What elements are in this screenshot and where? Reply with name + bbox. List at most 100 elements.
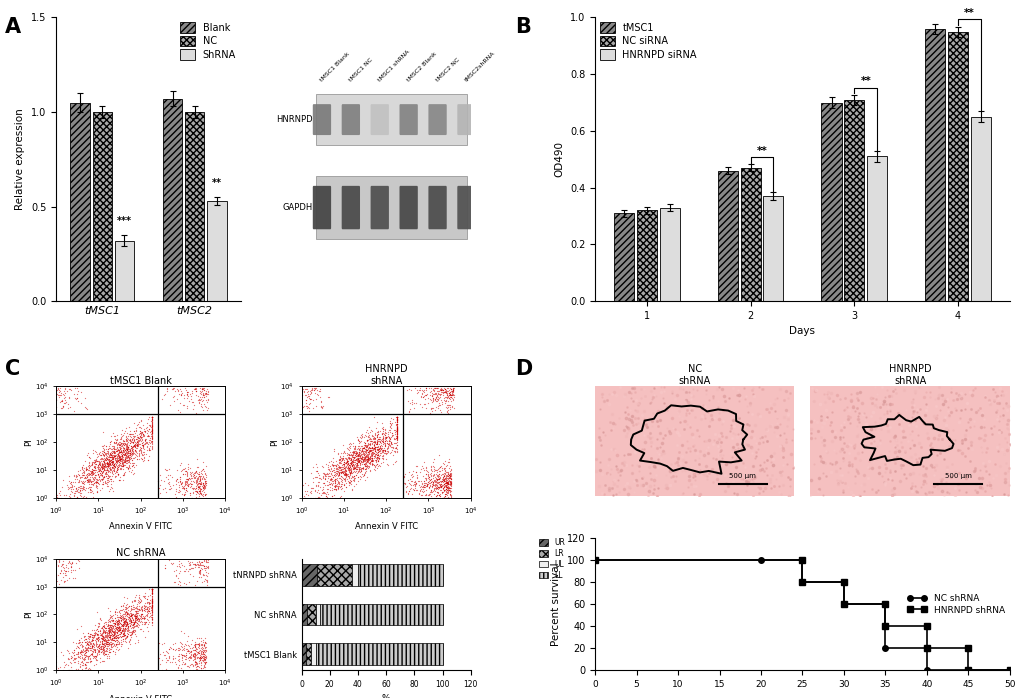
Point xyxy=(128,446,145,457)
Point xyxy=(108,618,124,629)
Point xyxy=(106,630,122,641)
Point xyxy=(422,488,438,499)
Point xyxy=(410,475,426,487)
Point xyxy=(168,384,184,395)
Point xyxy=(344,456,361,468)
Point xyxy=(415,483,431,494)
Point xyxy=(320,463,336,475)
Point xyxy=(125,452,142,463)
Point xyxy=(193,487,209,498)
Point xyxy=(126,595,143,607)
Point xyxy=(172,388,189,399)
Point xyxy=(324,453,340,464)
Point xyxy=(110,468,126,480)
Point xyxy=(314,460,330,471)
Point xyxy=(107,437,123,448)
Point xyxy=(130,440,147,451)
Point xyxy=(195,647,211,658)
Point xyxy=(185,653,202,664)
Point xyxy=(131,597,148,608)
Point xyxy=(186,649,203,660)
Point xyxy=(196,481,212,492)
Point xyxy=(101,630,117,641)
Point xyxy=(197,644,213,655)
Point xyxy=(191,640,207,651)
Point xyxy=(416,386,432,397)
Point xyxy=(191,469,207,480)
Point xyxy=(340,439,357,450)
Point xyxy=(345,481,362,492)
Point xyxy=(374,450,390,461)
Point xyxy=(347,461,364,472)
Point xyxy=(304,482,320,493)
Point xyxy=(48,387,64,399)
Text: tMSC1 shRNA: tMSC1 shRNA xyxy=(377,49,411,83)
Point xyxy=(113,424,129,436)
Point xyxy=(48,491,64,502)
Point xyxy=(90,459,106,470)
Point xyxy=(192,478,208,489)
Point xyxy=(362,456,378,468)
Point xyxy=(158,487,174,498)
Point xyxy=(303,387,319,399)
Point xyxy=(173,655,190,666)
Point xyxy=(337,477,354,489)
Point xyxy=(187,649,204,660)
Point xyxy=(82,481,98,492)
Point xyxy=(359,444,375,455)
Point xyxy=(200,403,216,414)
Point xyxy=(388,422,405,433)
Point xyxy=(90,628,106,639)
Point xyxy=(364,459,380,470)
Point xyxy=(425,474,441,485)
Point xyxy=(54,388,70,399)
Point xyxy=(345,446,362,457)
Bar xyxy=(740,168,760,302)
Point xyxy=(90,625,106,637)
Point xyxy=(137,632,153,643)
Point xyxy=(96,470,112,482)
Point xyxy=(197,489,213,500)
Point xyxy=(113,460,129,471)
Point xyxy=(103,627,119,638)
Point xyxy=(388,423,405,434)
Point xyxy=(388,416,405,427)
Point xyxy=(440,456,457,468)
Point xyxy=(413,484,429,495)
Point xyxy=(104,456,120,468)
Point xyxy=(109,617,125,628)
Point xyxy=(191,492,207,503)
Point xyxy=(320,461,336,472)
Point xyxy=(175,482,192,493)
Point xyxy=(428,467,444,478)
Point xyxy=(365,443,381,454)
Point xyxy=(343,472,360,483)
Point xyxy=(331,472,347,483)
Point xyxy=(144,432,160,443)
Point xyxy=(199,579,215,591)
Point xyxy=(125,440,142,451)
Point xyxy=(129,437,146,448)
Point xyxy=(95,455,111,466)
Point xyxy=(336,447,353,459)
Point xyxy=(177,484,194,496)
Point xyxy=(102,452,118,463)
Point xyxy=(336,466,353,477)
Point xyxy=(139,602,155,613)
Point xyxy=(102,630,118,641)
Point xyxy=(101,625,117,637)
Point xyxy=(197,642,213,653)
Point xyxy=(376,436,392,447)
Point xyxy=(91,642,107,653)
Point xyxy=(96,460,112,471)
Point xyxy=(124,458,141,469)
Point xyxy=(86,639,102,650)
Point xyxy=(191,470,207,482)
Point xyxy=(79,642,96,653)
Point xyxy=(314,403,330,414)
Point xyxy=(115,620,131,631)
Point xyxy=(431,482,447,493)
Point xyxy=(195,655,211,666)
Point xyxy=(362,456,378,467)
Point xyxy=(105,459,121,470)
